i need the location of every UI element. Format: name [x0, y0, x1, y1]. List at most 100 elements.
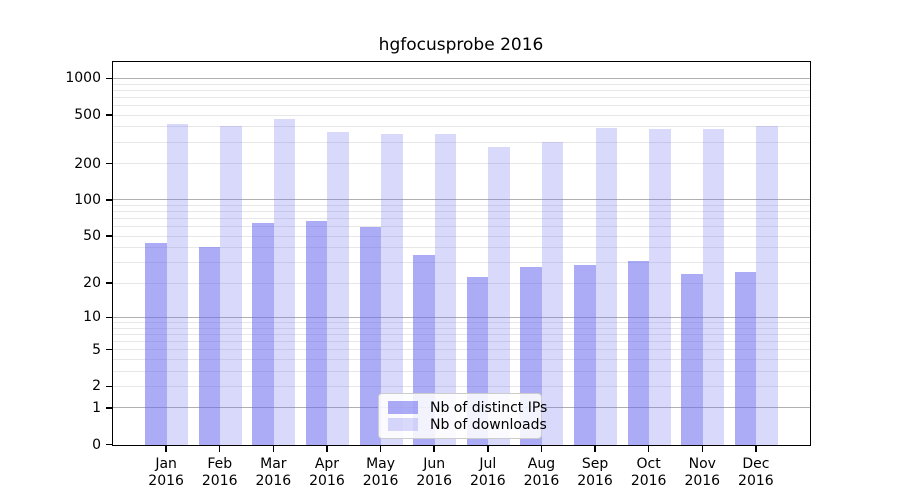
y-axis-tick-label: 1000 [65, 70, 101, 87]
x-axis-tick-label: Apr 2016 [309, 455, 345, 489]
legend-swatch-downloads-icon [388, 418, 418, 431]
gridline-minor [113, 126, 810, 128]
bar-downloads-dec [756, 126, 778, 445]
x-axis-tick-label: Jun 2016 [416, 455, 452, 489]
gridline-minor [113, 262, 810, 264]
gridline-minor [113, 205, 810, 206]
legend-row-distinct-ips: Nb of distinct IPs [388, 399, 547, 416]
y-axis-tick [105, 443, 113, 446]
bar-distinct-ips-dec [734, 272, 757, 445]
bar-downloads-oct [649, 128, 671, 445]
y-axis-tick [105, 235, 113, 237]
x-axis-tick-label: Jan 2016 [148, 455, 184, 489]
x-axis-tick [487, 444, 489, 452]
gridline-minor [113, 349, 810, 351]
bar-downloads-feb [220, 125, 242, 445]
x-axis-tick-label: Mar 2016 [255, 455, 292, 489]
x-axis-tick [165, 444, 167, 452]
y-axis-tick-label: 1 [92, 399, 101, 416]
x-axis-tick-label: Aug 2016 [523, 455, 560, 489]
grid-layer [113, 62, 810, 445]
x-axis-tick [755, 444, 757, 452]
gridline-major [113, 316, 810, 318]
y-axis-tick-label: 2 [92, 378, 101, 395]
bar-distinct-ips-feb [198, 246, 221, 445]
chart-title: hgfocusprobe 2016 [378, 35, 544, 55]
y-axis-tick-label: 10 [83, 309, 101, 326]
x-axis-tick [272, 444, 275, 452]
legend-label-distinct-ips: Nb of distinct IPs [430, 399, 548, 416]
y-axis-tick [105, 407, 113, 409]
y-axis-tick [105, 77, 113, 80]
x-axis-tick [326, 444, 328, 452]
legend: Nb of distinct IPs Nb of downloads [378, 393, 547, 439]
bars-layer [113, 62, 810, 445]
y-axis-tick-label: 0 [92, 436, 101, 453]
bar-distinct-ips-apr [305, 220, 328, 445]
bar-downloads-jun [434, 133, 457, 445]
bar-downloads-may [381, 133, 403, 445]
gridline-minor [113, 211, 810, 213]
bar-downloads-jan [166, 124, 189, 445]
gridline-minor [113, 370, 810, 372]
gridline-minor [113, 235, 810, 237]
legend-swatch-distinct-ips-icon [388, 401, 418, 414]
bar-downloads-nov [702, 128, 725, 445]
gridline-minor [113, 226, 810, 228]
bar-downloads-apr [327, 131, 349, 445]
x-axis-tick [540, 444, 543, 452]
x-axis-tick [701, 444, 704, 452]
bar-distinct-ips-jan [145, 243, 167, 445]
gridline-minor [113, 327, 810, 329]
x-axis-tick [594, 444, 596, 452]
bar-downloads-sep [595, 127, 618, 445]
x-axis-tick-label: May 2016 [362, 455, 399, 489]
gridline-minor [113, 218, 810, 220]
x-axis-tick [433, 444, 435, 452]
gridline-minor [113, 340, 810, 342]
y-axis-tick-label: 20 [83, 275, 101, 292]
bar-distinct-ips-nov [681, 274, 703, 445]
legend-row-downloads: Nb of downloads [388, 416, 547, 433]
x-axis-tick-label: Dec 2016 [738, 455, 774, 489]
x-axis-tick-label: Sep 2016 [577, 455, 613, 489]
y-axis-tick-label: 5 [92, 341, 101, 358]
bar-distinct-ips-oct [627, 261, 650, 445]
x-axis-tick [647, 444, 650, 452]
y-axis-tick-label: 100 [74, 191, 101, 208]
y-axis-tick [105, 316, 113, 319]
x-axis-tick-label: Feb 2016 [201, 455, 238, 489]
gridline-minor [113, 247, 810, 249]
y-axis-tick [105, 385, 113, 388]
bar-downloads-mar [273, 119, 296, 445]
bar-distinct-ips-sep [574, 264, 596, 445]
bar-distinct-ips-may [359, 227, 382, 445]
bar-downloads-aug [541, 141, 564, 445]
y-axis-tick [105, 199, 113, 201]
x-axis-tick-label: Oct 2016 [630, 455, 667, 489]
x-axis-tick-label: Nov 2016 [684, 455, 721, 489]
bar-distinct-ips-mar [252, 223, 274, 445]
plot-area: Nb of distinct IPs Nb of downloads [112, 61, 811, 446]
x-axis-tick-label: Jul 2016 [469, 455, 506, 489]
gridline-minor [113, 282, 810, 284]
y-axis-tick [105, 282, 113, 284]
gridline-minor [113, 141, 810, 143]
gridline-minor [113, 96, 810, 98]
y-axis-tick [105, 348, 113, 351]
y-axis-tick [105, 114, 113, 116]
bar-downloads-jul [488, 147, 510, 445]
y-axis-tick [105, 162, 113, 165]
gridline-major [113, 77, 810, 79]
gridline-minor [113, 114, 810, 116]
gridline-minor [113, 163, 810, 165]
gridline-minor [113, 83, 810, 85]
gridline-minor [113, 358, 810, 360]
y-axis-tick-label: 500 [74, 107, 101, 124]
gridline-minor [113, 385, 810, 387]
gridline-minor [113, 89, 810, 91]
gridline-minor [113, 333, 810, 335]
y-axis-tick-label: 50 [83, 228, 101, 245]
gridline-minor [113, 104, 810, 106]
